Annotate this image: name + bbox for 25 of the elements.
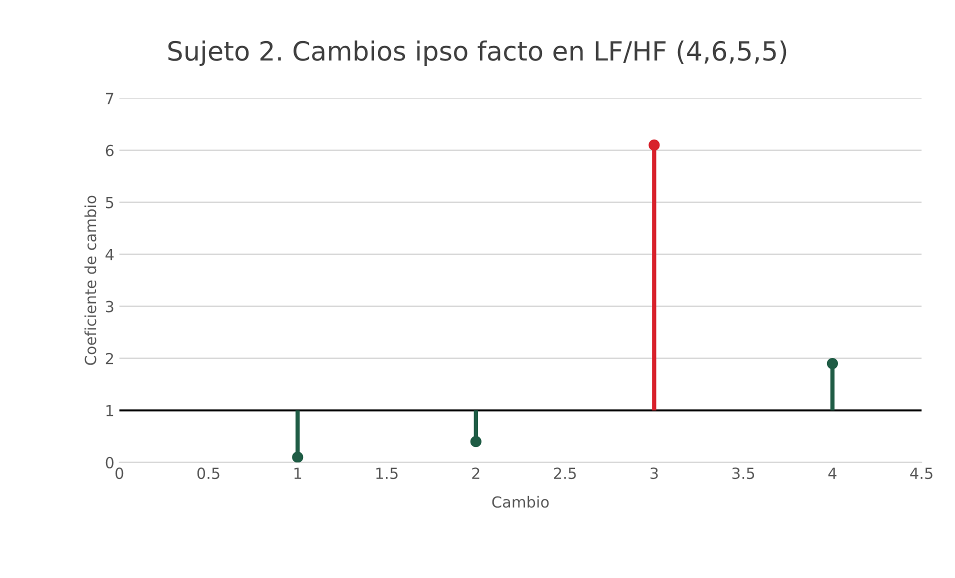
x-tick-label: 0	[116, 468, 124, 480]
y-tick-label: 7	[106, 92, 114, 104]
x-tick-label: 4	[828, 468, 836, 479]
point	[292, 452, 304, 462]
x-tick-label: 4.5	[910, 468, 932, 480]
x-tick-label: 0.5	[197, 468, 220, 480]
x-tick-label: 3.5	[732, 468, 754, 480]
x-axis-title: Cambio	[492, 496, 549, 508]
y-tick-label: 4	[106, 248, 114, 260]
x-tick-label: 3	[650, 468, 658, 480]
x-tick-label: 1	[294, 468, 302, 479]
point	[826, 358, 838, 370]
x-tick-label: 2.5	[554, 468, 576, 480]
y-tick-label: 2	[106, 352, 113, 364]
y-axis-title: Coeficiente de cambio	[84, 196, 96, 365]
point	[648, 140, 660, 151]
x-tick-label: 2	[472, 468, 480, 479]
point	[470, 436, 482, 448]
y-tick-label: 1	[106, 405, 114, 416]
y-tick-label: 0	[106, 456, 114, 468]
x-tick-label: 1.5	[376, 468, 398, 480]
y-tick-label: 5	[106, 196, 114, 208]
y-tick-label: 6	[106, 144, 114, 156]
y-tick-label: 3	[106, 300, 114, 312]
chart-title: Sujeto 2. Cambios ipso facto en LF/HF (4,6,5,5)	[168, 40, 786, 66]
